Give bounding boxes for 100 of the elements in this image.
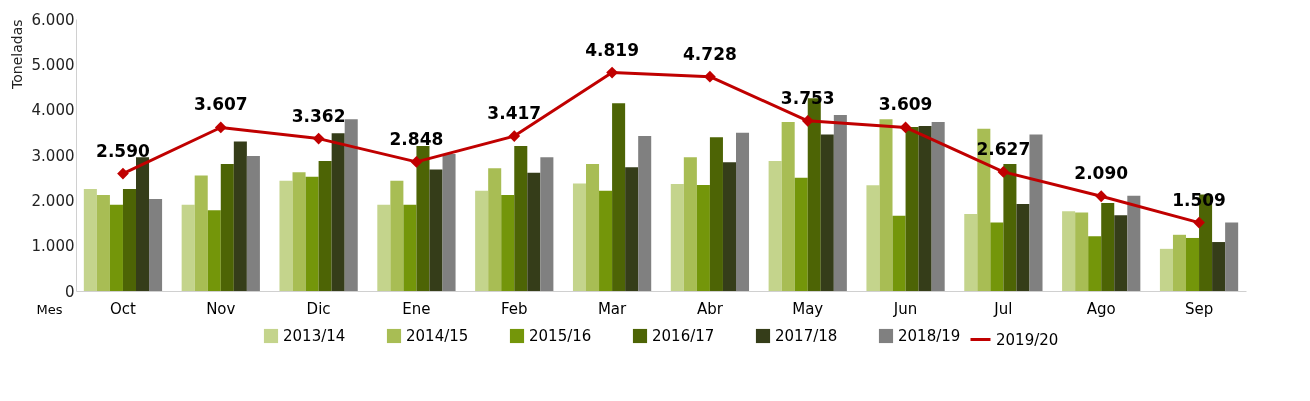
y-tick-label: 6.000 bbox=[31, 10, 75, 29]
bar bbox=[586, 164, 600, 291]
bar bbox=[696, 184, 710, 291]
y-tick-label: 4.000 bbox=[31, 101, 75, 120]
bar bbox=[722, 162, 736, 291]
legend-label: 2017/18 bbox=[775, 327, 838, 345]
y-tick-label: 3.000 bbox=[31, 146, 75, 165]
bar bbox=[390, 180, 404, 291]
legend-label: 2018/19 bbox=[898, 327, 961, 345]
y-axis-title: Toneladas bbox=[8, 19, 25, 90]
bar bbox=[1159, 248, 1173, 291]
bar bbox=[879, 119, 893, 291]
bar bbox=[149, 198, 163, 291]
y-tick-label: 1.000 bbox=[31, 237, 75, 256]
bar bbox=[833, 115, 847, 291]
point bbox=[997, 166, 1009, 178]
bar bbox=[781, 121, 795, 291]
bar bbox=[501, 194, 515, 291]
bar bbox=[1003, 164, 1017, 291]
bar bbox=[905, 126, 919, 291]
bar bbox=[1075, 212, 1089, 291]
x-tick-label: Feb bbox=[500, 299, 528, 318]
legend-label: 2019/20 bbox=[996, 330, 1059, 349]
bar bbox=[638, 135, 652, 291]
bar bbox=[220, 164, 234, 291]
point bbox=[410, 156, 422, 168]
bar bbox=[109, 204, 123, 291]
bar bbox=[612, 103, 626, 291]
data-label: 3.417 bbox=[487, 103, 542, 124]
bar bbox=[194, 175, 208, 291]
data-label: 2.590 bbox=[96, 140, 151, 161]
data-label: 2.090 bbox=[1074, 163, 1129, 184]
point bbox=[1095, 190, 1107, 202]
bar bbox=[305, 176, 319, 291]
bar bbox=[1101, 203, 1115, 291]
point bbox=[802, 115, 814, 127]
bar bbox=[514, 145, 528, 291]
data-label: 4.728 bbox=[683, 43, 737, 64]
bar bbox=[403, 204, 417, 291]
bar bbox=[318, 160, 332, 291]
bar bbox=[683, 157, 697, 291]
data-label: 3.607 bbox=[193, 94, 248, 115]
bar bbox=[768, 160, 782, 291]
x-tick-label: Oct bbox=[109, 299, 137, 318]
bar bbox=[527, 172, 541, 291]
y-tick-label: 0 bbox=[64, 282, 75, 301]
legend-label: 2015/16 bbox=[529, 327, 592, 345]
point bbox=[508, 130, 520, 142]
bar bbox=[488, 168, 502, 291]
bar bbox=[246, 155, 260, 291]
x-tick-label: Ago bbox=[1086, 299, 1116, 318]
legend-label: 2014/15 bbox=[406, 327, 469, 345]
bar bbox=[377, 204, 391, 291]
bar bbox=[442, 154, 456, 291]
bar bbox=[1172, 234, 1186, 291]
bar bbox=[670, 184, 684, 291]
bar bbox=[1212, 242, 1226, 291]
x-tick-label: Nov bbox=[206, 299, 236, 318]
bar bbox=[1029, 134, 1043, 291]
bar bbox=[931, 121, 945, 291]
x-tick-label: May bbox=[792, 299, 824, 318]
bar bbox=[1088, 236, 1102, 291]
bar bbox=[344, 119, 358, 291]
bar bbox=[736, 132, 750, 291]
bar bbox=[866, 185, 880, 291]
bar bbox=[572, 183, 586, 291]
bar bbox=[918, 125, 932, 291]
bar bbox=[820, 134, 834, 291]
x-tick-label: Jun bbox=[892, 299, 918, 318]
bar bbox=[1225, 222, 1239, 291]
x-tick-label: Ene bbox=[402, 299, 431, 318]
point bbox=[215, 122, 227, 133]
x-tick-label: Abr bbox=[696, 299, 724, 318]
bar bbox=[136, 157, 150, 291]
bar bbox=[475, 190, 489, 291]
x-tick-label: Mar bbox=[597, 299, 628, 318]
point bbox=[606, 67, 618, 79]
bar bbox=[625, 167, 639, 291]
point bbox=[117, 168, 129, 180]
x-tick-label: Sep bbox=[1184, 299, 1214, 318]
bar bbox=[292, 172, 306, 291]
x-tick-label: Dic bbox=[306, 299, 331, 318]
bar bbox=[279, 180, 293, 291]
x-tick-label: Jul bbox=[993, 299, 1013, 318]
bar bbox=[83, 189, 97, 291]
legend-label: 2013/14 bbox=[283, 327, 346, 345]
bar bbox=[181, 204, 195, 291]
data-label: 4.819 bbox=[585, 39, 639, 60]
bar bbox=[794, 177, 808, 291]
bar bbox=[416, 145, 430, 291]
bar bbox=[990, 222, 1004, 291]
x-axis-title: Mes bbox=[36, 301, 63, 317]
bar bbox=[964, 213, 978, 291]
bar bbox=[892, 215, 906, 291]
bar bbox=[331, 133, 345, 291]
bar bbox=[1016, 203, 1030, 291]
bar bbox=[122, 189, 136, 291]
bar bbox=[96, 194, 110, 291]
bar bbox=[233, 141, 247, 291]
data-label: 3.753 bbox=[780, 87, 835, 108]
